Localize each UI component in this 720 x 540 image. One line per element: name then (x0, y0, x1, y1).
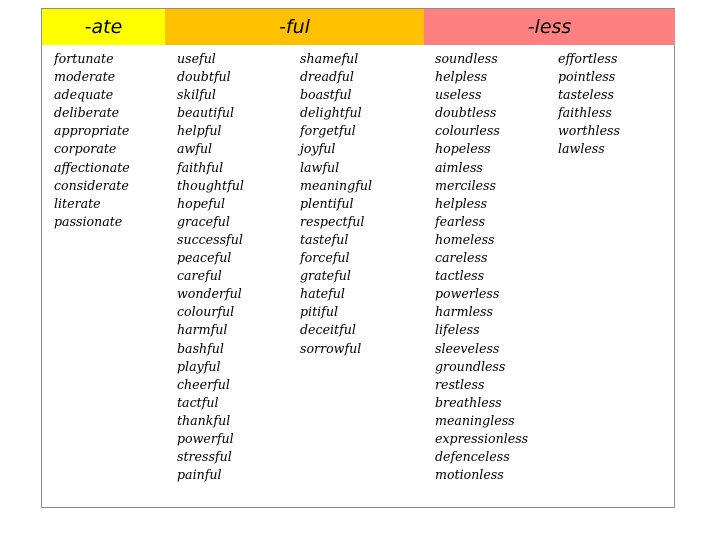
word-item: awful (177, 141, 213, 157)
word-item: aimless (435, 159, 483, 175)
word-item: successful (177, 231, 243, 247)
word-item: beautiful (177, 105, 235, 121)
word-item: meaningless (435, 412, 515, 428)
word-item: tasteless (558, 87, 614, 103)
word-item: homeless (435, 231, 495, 247)
word-item: playful (177, 358, 221, 374)
word-item: meaningful (300, 177, 373, 193)
column-less-words-1: soundless helpless useless doubtless colourl… (435, 50, 528, 484)
header-ate: -ate (42, 9, 165, 45)
word-item: effortless (558, 51, 618, 66)
word-item: passionate (54, 213, 123, 229)
word-item: joyful (300, 141, 336, 157)
word-item: breathless (435, 394, 502, 410)
word-item: peaceful (177, 250, 232, 266)
word-item: considerate (54, 177, 129, 193)
word-item: deliberate (54, 105, 120, 121)
word-item: sorrowful (300, 340, 362, 356)
word-item: careful (177, 268, 222, 284)
word-item: respectful (300, 213, 365, 229)
word-item: fearless (435, 213, 486, 229)
word-item: dreadful (300, 69, 354, 85)
column-less-words-2: effortless pointless tasteless faithless wor… (558, 50, 620, 159)
word-item: boastful (300, 87, 352, 103)
word-item: shameful (300, 51, 359, 66)
word-item: grateful (300, 268, 351, 284)
word-item: moderate (54, 69, 116, 85)
suffix-table: -ate -ful -less fortunate moderate adequat… (41, 8, 675, 508)
word-item: pointless (558, 69, 616, 85)
word-item: soundless (435, 51, 498, 66)
word-item: appropriate (54, 123, 130, 139)
word-item: pitiful (300, 304, 338, 320)
word-item: hopeless (435, 141, 491, 157)
word-item: deceitful (300, 322, 356, 338)
word-item: thankful (177, 412, 231, 428)
word-item: painful (177, 467, 222, 483)
word-item: graceful (177, 213, 230, 229)
word-item: careless (435, 250, 488, 266)
word-item: hateful (300, 286, 345, 302)
word-item: powerful (177, 430, 234, 446)
word-item: affectionate (54, 159, 130, 175)
word-item: restless (435, 376, 485, 392)
word-item: bashful (177, 340, 224, 356)
word-item: corporate (54, 141, 117, 157)
word-item: merciless (435, 177, 496, 193)
header-less: -less (424, 9, 675, 45)
word-item: wonderful (177, 286, 242, 302)
word-item: faithless (558, 105, 612, 121)
word-item: helpless (435, 69, 488, 85)
word-item: fortunate (54, 51, 114, 66)
word-item: colourless (435, 123, 500, 139)
column-ate-words: fortunate moderate adequate deliberate appro… (54, 50, 130, 231)
word-item: tactful (177, 394, 219, 410)
word-item: groundless (435, 358, 506, 374)
word-item: forceful (300, 250, 350, 266)
header-ful: -ful (165, 9, 424, 45)
word-item: delightful (300, 105, 362, 121)
word-item: hopeful (177, 195, 226, 211)
word-item: adequate (54, 87, 114, 103)
word-item: colourful (177, 304, 235, 320)
word-item: helpless (435, 195, 488, 211)
word-item: sleeveless (435, 340, 500, 356)
word-item: lawful (300, 159, 340, 175)
word-item: powerless (435, 286, 500, 302)
word-item: skilful (177, 87, 216, 103)
word-item: worthless (558, 123, 620, 139)
word-item: tactless (435, 268, 485, 284)
word-item: motionless (435, 467, 504, 483)
word-item: harmless (435, 304, 493, 320)
word-item: literate (54, 195, 101, 211)
word-item: doubtful (177, 69, 231, 85)
word-item: helpful (177, 123, 222, 139)
word-item: expressionless (435, 430, 529, 446)
word-item: forgetful (300, 123, 356, 139)
word-item: doubtless (435, 105, 497, 121)
word-item: thoughtful (177, 177, 244, 193)
word-item: useful (177, 51, 216, 66)
word-item: plentiful (300, 195, 354, 211)
word-item: lawless (558, 141, 605, 157)
word-item: cheerful (177, 376, 230, 392)
word-item: stressful (177, 449, 232, 465)
word-item: faithful (177, 159, 224, 175)
word-item: lifeless (435, 322, 480, 338)
column-ful-words-1: useful doubtful skilful beautiful helpful awf… (177, 50, 244, 484)
word-item: tasteful (300, 231, 349, 247)
word-item: harmful (177, 322, 228, 338)
word-item: useless (435, 87, 482, 103)
word-item: defenceless (435, 449, 510, 465)
column-ful-words-2: shameful dreadful boastful delightful forget… (300, 50, 372, 358)
